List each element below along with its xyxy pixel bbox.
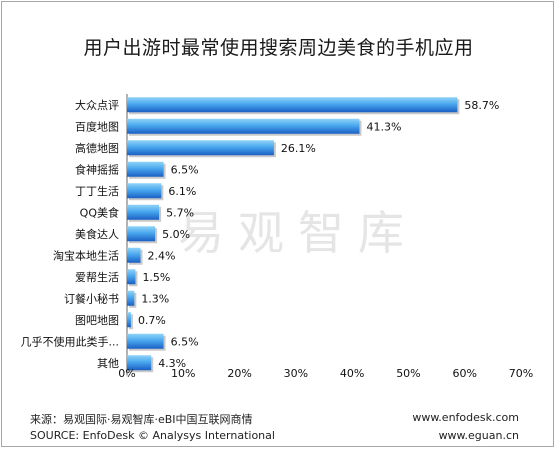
chart-title: 用户出游时最常使用搜索周边美食的手机应用 — [83, 37, 474, 59]
source-url-eguan[interactable]: www.eguan.cn — [438, 429, 519, 442]
bar-8 — [127, 269, 136, 285]
x-tick-label: 60% — [452, 367, 476, 380]
category-label: 食神摇摇 — [75, 162, 119, 176]
source-cn: 来源：易观国际·易观智库·eBI中国互联网商情 — [30, 413, 253, 426]
value-label: 41.3% — [366, 120, 401, 133]
bar-5 — [127, 204, 160, 220]
value-label: 6.5% — [171, 163, 199, 176]
bar-12 — [127, 355, 152, 371]
category-label: 其他 — [97, 357, 119, 370]
bar-1 — [127, 118, 360, 134]
x-tick-label: 50% — [396, 367, 420, 380]
category-label: 美食达人 — [75, 227, 119, 241]
bar-4 — [127, 183, 162, 199]
value-labels-group: 58.7% 41.3% 26.1% 6.5% 6.1% 5.7% 5.0% 2.4% 1.5% 1… — [138, 99, 499, 370]
x-ticks-group: 0% 10% 20% 30% 40% 50% 60% 70% — [118, 367, 533, 380]
value-label: 5.7% — [166, 206, 194, 219]
value-label: 1.3% — [141, 292, 169, 305]
category-label: 高德地图 — [75, 141, 119, 155]
value-label: 26.1% — [281, 142, 316, 155]
category-label: 大众点评 — [75, 98, 119, 112]
category-label: 丁丁生活 — [75, 184, 119, 198]
value-label: 4.3% — [158, 357, 186, 370]
value-label: 1.5% — [142, 271, 170, 284]
x-tick-label: 70% — [509, 367, 533, 380]
bar-9 — [127, 290, 135, 306]
x-tick-label: 0% — [118, 367, 135, 380]
x-tick-label: 40% — [340, 367, 364, 380]
x-tick-label: 10% — [171, 367, 195, 380]
value-label: 0.7% — [138, 314, 166, 327]
bar-3 — [127, 161, 164, 177]
category-label: 几乎不使用此类手... — [21, 334, 120, 348]
source-url-enfodesk[interactable]: www.enfodesk.com — [412, 411, 519, 424]
watermark: 易观智库 — [178, 206, 418, 260]
bar-0 — [127, 97, 458, 113]
bar-2 — [127, 140, 274, 156]
category-label: 百度地图 — [75, 119, 119, 133]
value-label: 58.7% — [464, 99, 499, 112]
bar-10 — [127, 312, 131, 328]
source-en: SOURCE: EnfoDesk © Analysys Internationa… — [30, 429, 275, 442]
category-label: 淘宝本地生活 — [53, 248, 119, 262]
x-tick-label: 20% — [227, 367, 251, 380]
category-label: 爱帮生活 — [75, 270, 119, 284]
category-label: 图吧地图 — [75, 314, 119, 327]
category-label: 订餐小秘书 — [64, 291, 119, 305]
x-tick-label: 30% — [284, 367, 308, 380]
bars-group — [127, 97, 460, 373]
value-label: 6.5% — [171, 335, 199, 348]
bar-7 — [127, 247, 141, 263]
bar-11 — [127, 333, 164, 349]
value-label: 5.0% — [162, 228, 190, 241]
value-label: 2.4% — [148, 249, 176, 262]
category-label: QQ美食 — [80, 205, 119, 219]
bar-6 — [127, 226, 156, 242]
value-label: 6.1% — [168, 185, 196, 198]
bar-shadow — [129, 314, 133, 330]
